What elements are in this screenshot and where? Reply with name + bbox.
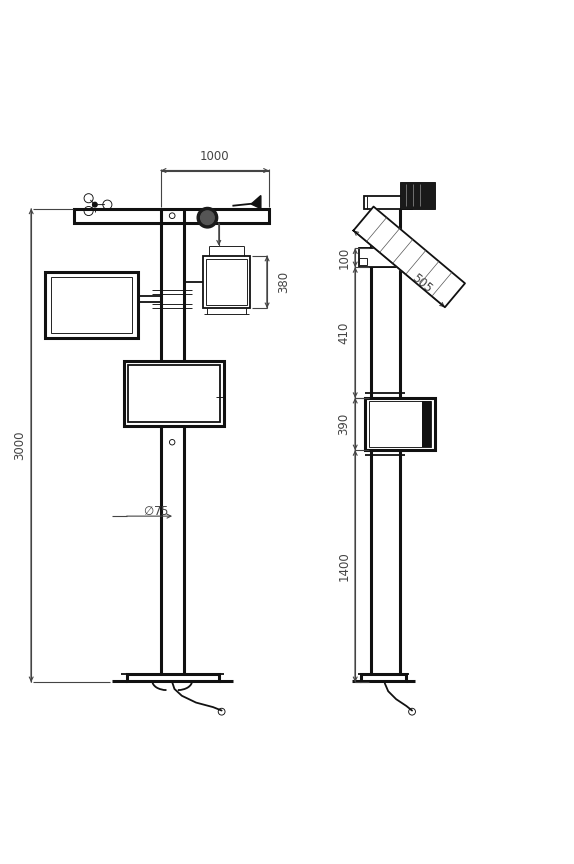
Text: 390: 390 [338, 413, 350, 435]
Bar [124, 361, 224, 426]
Bar [369, 401, 432, 447]
Circle shape [197, 207, 218, 228]
Bar [51, 277, 133, 333]
Circle shape [92, 202, 97, 206]
Bar [366, 398, 435, 450]
Bar [74, 208, 269, 223]
Bar [205, 258, 247, 305]
Polygon shape [354, 206, 465, 308]
Polygon shape [251, 195, 261, 208]
Bar [364, 196, 412, 208]
Text: $\varnothing$75: $\varnothing$75 [142, 505, 169, 518]
Text: 3000: 3000 [13, 430, 26, 461]
Bar [203, 256, 250, 308]
Text: 100: 100 [338, 246, 350, 269]
Bar [45, 271, 138, 338]
Text: 1400: 1400 [338, 551, 350, 581]
Bar [359, 258, 367, 265]
Circle shape [200, 211, 214, 225]
Bar [361, 674, 406, 681]
Text: 505: 505 [409, 271, 435, 295]
Bar [400, 182, 435, 208]
Text: 1000: 1000 [200, 149, 230, 162]
Bar [129, 365, 220, 422]
Text: 410: 410 [338, 321, 350, 344]
Text: 380: 380 [277, 271, 290, 293]
Bar [402, 258, 411, 265]
Bar [127, 674, 219, 681]
Bar [422, 401, 432, 447]
Bar [359, 248, 412, 267]
